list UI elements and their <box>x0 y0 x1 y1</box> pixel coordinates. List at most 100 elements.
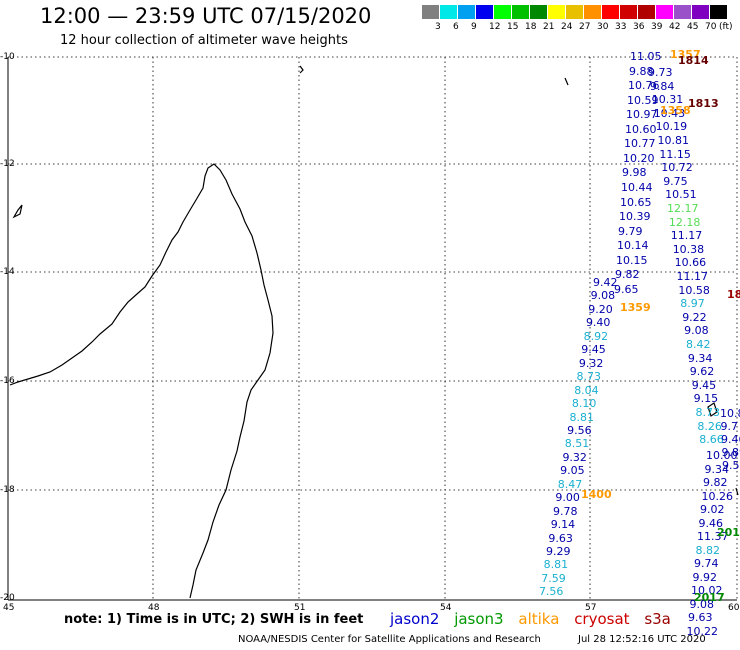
colorbar-swatch <box>602 5 620 19</box>
legend-jason3: jason3 <box>454 610 504 628</box>
satellite-legend: jason2 jason3 altika cryosat s3a <box>390 610 681 628</box>
wave-height-value: 9.34 <box>687 351 713 365</box>
lat-tick: -10 <box>0 52 15 62</box>
lat-tick: -12 <box>0 159 15 169</box>
lon-tick: 48 <box>148 603 160 613</box>
colorbar-label: 33 <box>615 22 627 32</box>
wave-height-value: 8.04 <box>574 383 599 397</box>
wave-height-value: 9.05 <box>560 464 585 478</box>
wave-height-value: 10.26 <box>701 489 734 503</box>
wave-height-value: 9.74 <box>694 557 719 570</box>
wave-height-value: 10.58 <box>678 283 710 297</box>
lat-tick: -18 <box>0 485 15 495</box>
lat-tick: -14 <box>0 267 15 277</box>
wave-height-value: 9.08 <box>689 597 715 611</box>
wave-height-value: 9.65 <box>614 282 639 296</box>
wave-height-value: 9.78 <box>553 504 578 518</box>
wave-height-value: 8.81 <box>543 558 569 572</box>
wave-height-value: 11.05 <box>630 50 662 63</box>
colorbar-swatch <box>458 5 476 19</box>
colorbar-label: 30 <box>597 22 609 32</box>
wave-height-value: 7.56 <box>538 585 564 599</box>
wave-height-value: 9.82 <box>703 476 728 489</box>
colorbar-label: 15 <box>507 22 519 32</box>
colorbar-swatch <box>656 5 674 19</box>
colorbar-label: 27 <box>579 22 591 32</box>
wave-height-value: 9.73 <box>648 66 673 79</box>
colorbar-swatch <box>566 5 584 19</box>
wave-height-value: 10.00 <box>706 449 738 462</box>
colorbar-labels: 3 6 9 12 15 18 21 24 27 30 33 36 39 42 45 70 (ft) <box>422 22 740 36</box>
wave-height-value: 10.59 <box>627 93 659 107</box>
colorbar-swatch <box>494 5 512 19</box>
wave-height-value: 9.40 <box>585 316 611 330</box>
lon-tick: 60 <box>728 603 740 613</box>
wave-height-value: 9.7 <box>720 420 739 433</box>
wave-height-value: 8.10 <box>571 397 597 411</box>
wave-height-value: 9.56 <box>567 423 592 437</box>
colorbar-label: 36 <box>633 22 645 32</box>
wave-height-value: 9.63 <box>548 531 573 545</box>
colorbar-swatches <box>422 5 728 19</box>
wave-height-value: 9.29 <box>546 545 571 558</box>
wave-height-value: 9.32 <box>578 356 604 370</box>
wave-height-value: 9.34 <box>704 462 730 476</box>
credit-line: NOAA/NESDIS Center for Satellite Applica… <box>238 634 541 645</box>
footer-note: note: 1) Time is in UTC; 2) SWH is in fe… <box>64 612 364 627</box>
lon-tick: 57 <box>585 603 597 613</box>
wave-height-value: 9.46 <box>698 516 724 530</box>
wave-height-value: 12.17 <box>667 202 699 215</box>
colorbar-swatch <box>620 5 638 19</box>
colorbar-label: 39 <box>651 22 663 32</box>
wave-height-value: 10.02 <box>691 584 723 597</box>
colorbar-label: 70 <box>705 22 717 32</box>
lon-tick: 54 <box>440 603 452 613</box>
lat-tick: -16 <box>0 376 15 386</box>
wave-height-value: 10.22 <box>686 624 719 638</box>
wave-height-value: 8.73 <box>576 370 602 384</box>
colorbar-swatch <box>476 5 494 19</box>
wave-height-value: 9.08 <box>590 289 616 303</box>
colorbar: 3 6 9 12 15 18 21 24 27 30 33 36 39 42 45 70 (ft) <box>422 5 733 32</box>
colorbar-swatch <box>422 5 440 19</box>
wave-height-value: 8.73 <box>695 406 721 419</box>
coastline <box>9 65 739 599</box>
wave-height-value: 10.14 <box>617 239 649 253</box>
colorbar-swatch <box>530 5 548 19</box>
wave-height-value: 8.26 <box>697 419 722 433</box>
wave-height-value: 8.51 <box>564 437 590 451</box>
lat-tick: -20 <box>0 593 15 603</box>
wave-height-value: 10.66 <box>674 256 707 270</box>
wave-height-value: 10.15 <box>616 253 648 267</box>
wave-height-value: 10.8 <box>720 407 740 420</box>
wave-height-value: 10.77 <box>624 137 656 151</box>
wave-height-value: 11.15 <box>659 147 691 161</box>
wave-height-value: 10.72 <box>661 161 693 175</box>
wave-height-value: 8.97 <box>680 297 705 311</box>
wave-height-value: 9.45 <box>581 343 606 357</box>
wave-height-value: 9.20 <box>588 302 613 316</box>
wave-height-value: 10.97 <box>626 108 658 122</box>
lon-tick: 51 <box>294 603 306 613</box>
colorbar-swatch <box>548 5 566 19</box>
wave-height-value: 8.92 <box>583 329 609 343</box>
wave-height-value: 9.45 <box>691 378 717 392</box>
wave-height-value: 9.02 <box>700 503 725 516</box>
colorbar-label: 45 <box>687 22 699 32</box>
colorbar-label: 12 <box>489 22 501 32</box>
lon-tick: 45 <box>3 603 15 613</box>
wave-height-value: 9.15 <box>693 392 719 406</box>
wave-height-value: 9.62 <box>689 365 715 379</box>
colorbar-label: (ft) <box>719 22 733 32</box>
wave-height-value: 9.22 <box>682 310 707 324</box>
pass-time-label: 1358 <box>660 104 691 117</box>
wave-height-value: 8.47 <box>557 477 583 491</box>
colorbar-swatch <box>638 5 656 19</box>
wave-height-value: 8.42 <box>686 338 711 351</box>
colorbar-swatch <box>440 5 458 19</box>
wave-height-value: 8.82 <box>695 543 721 557</box>
generation-timestamp: Jul 28 12:52:16 UTC 2020 <box>578 634 706 645</box>
wave-height-value: 9.46 <box>721 433 740 446</box>
colorbar-swatch <box>584 5 602 19</box>
colorbar-label: 42 <box>669 22 681 32</box>
